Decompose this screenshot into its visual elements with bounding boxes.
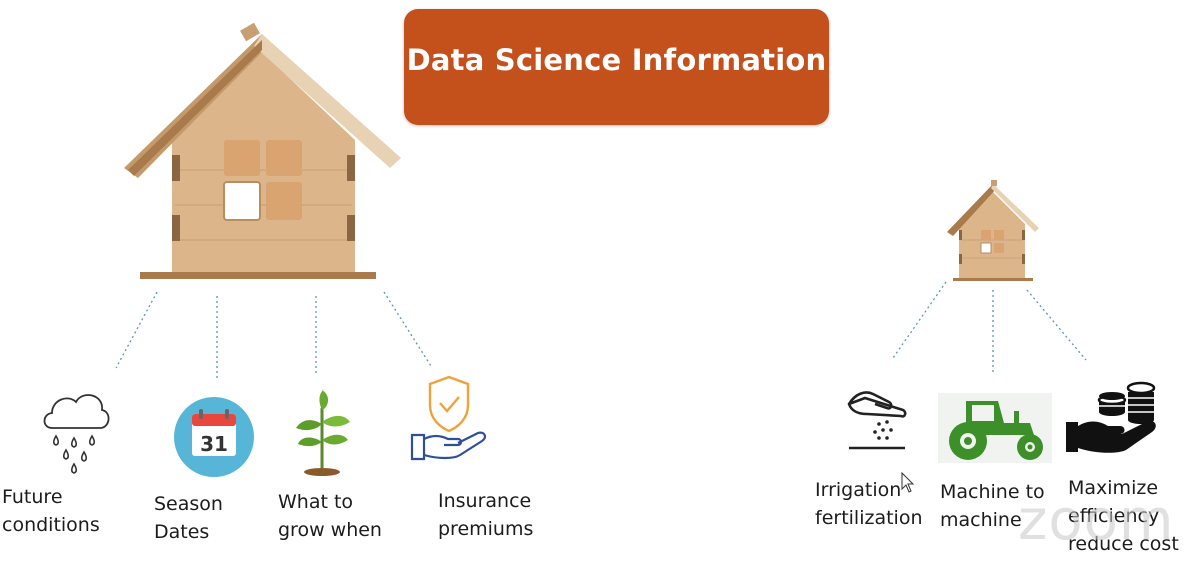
label-machine-to-machine: Machine to machine: [940, 481, 1045, 531]
connector-future-conditions: [115, 291, 158, 369]
small-house-icon: [947, 180, 1039, 281]
calendar-day: 31: [200, 432, 228, 456]
label-future-conditions: Future conditions: [2, 486, 100, 536]
seedling-icon: [296, 389, 350, 476]
coins-hand-icon: [1066, 381, 1156, 453]
shield-hand-icon: [410, 375, 487, 461]
large-house-icon: [124, 22, 401, 279]
connector-insurance: [383, 291, 432, 367]
label-what-to-grow-when: What to grow when: [278, 491, 382, 541]
tractor-icon: [938, 393, 1052, 463]
label-season-dates: Season Dates: [154, 493, 223, 543]
calendar-icon: 31: [174, 397, 254, 477]
label-insurance-premiums: Insurance premiums: [438, 490, 534, 540]
label-irrigation-fertilization: Irrigation fertilization: [815, 479, 923, 529]
label-maximize-efficiency: Maximize efficiency reduce cost: [1068, 477, 1179, 555]
mouse-cursor-icon: [901, 471, 915, 493]
title-banner: Data Science Information: [404, 9, 829, 125]
hand-sprinkle-icon: [847, 391, 907, 450]
rain-cloud-icon: [43, 394, 110, 474]
page-title: Data Science Information: [406, 43, 827, 77]
connector-maximize: [1026, 289, 1087, 361]
connector-irrigation: [892, 281, 947, 359]
zoom-watermark: zoom: [1018, 488, 1175, 553]
